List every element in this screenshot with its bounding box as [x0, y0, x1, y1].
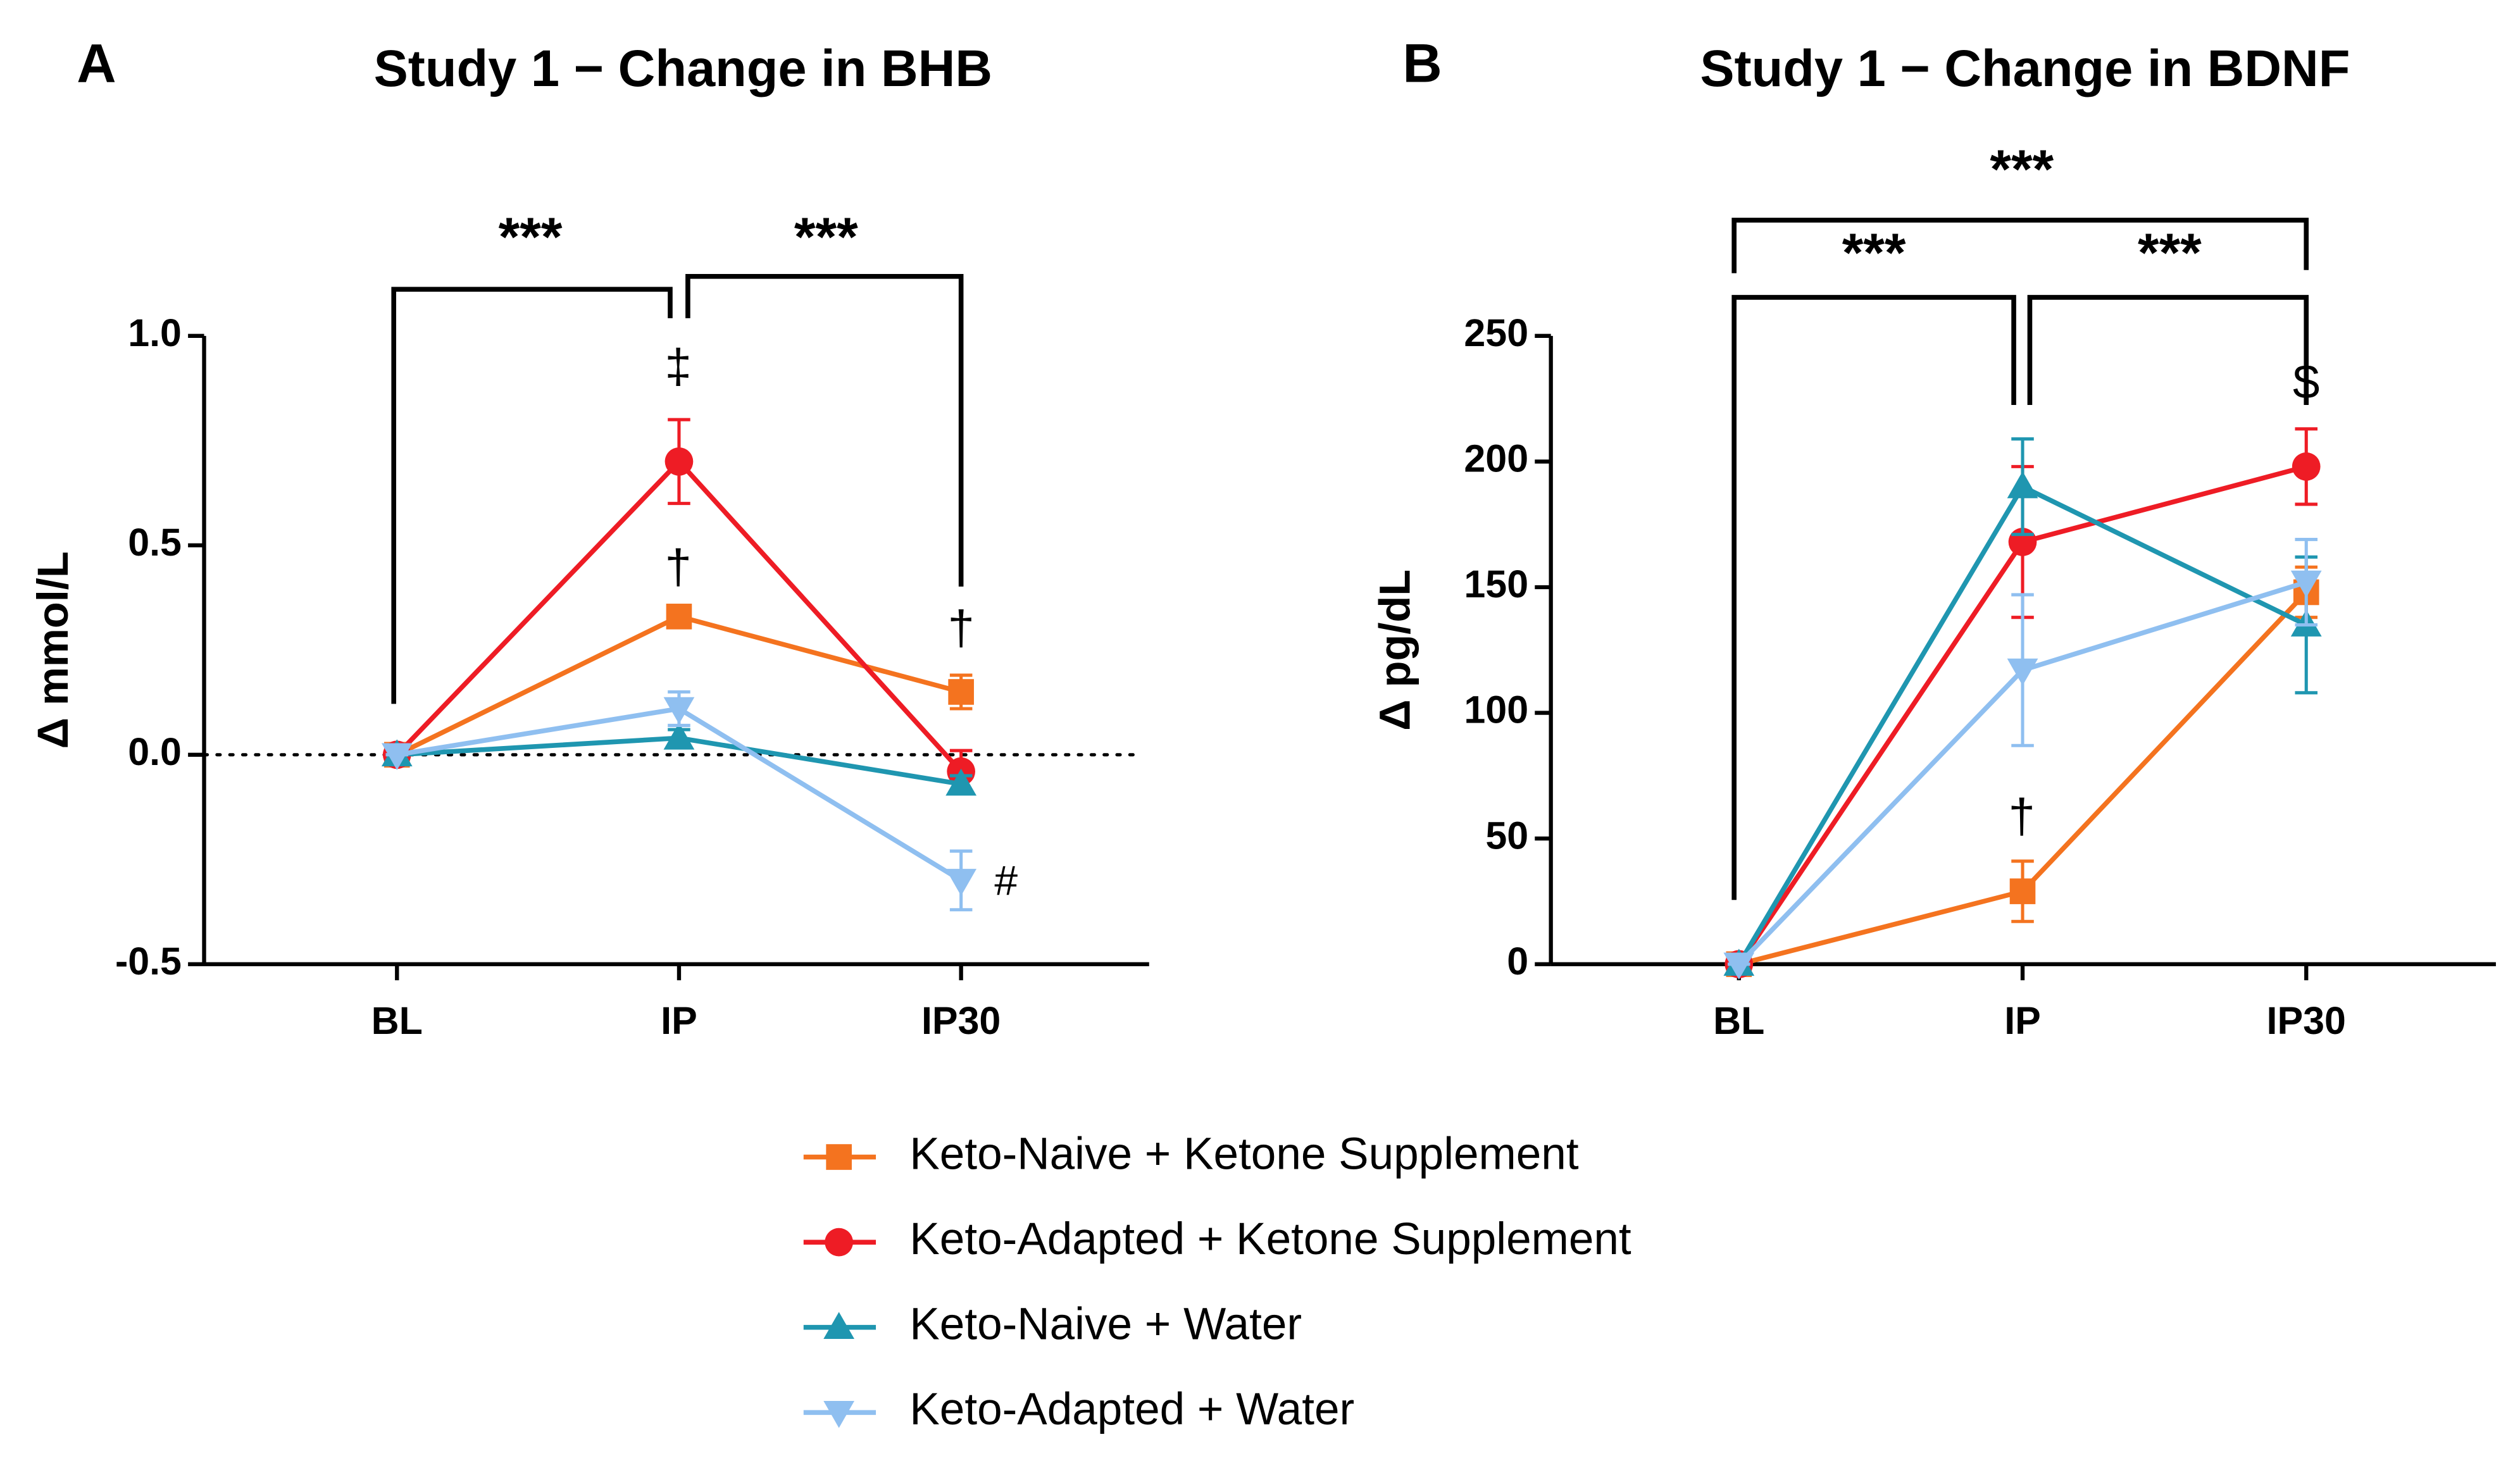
significance-bracket [685, 274, 964, 587]
y-tick-label: 150 [1464, 563, 1528, 606]
annotation: # [994, 857, 1018, 904]
legend-marker [825, 1228, 853, 1257]
marker [2290, 570, 2322, 598]
marker [663, 697, 695, 725]
legend-label: Keto-Adapted + Water [909, 1384, 1354, 1434]
annotation: $ [2293, 356, 2319, 409]
marker [381, 743, 413, 771]
marker [666, 604, 692, 630]
panel-letter: B [1402, 34, 1442, 94]
legend-marker [823, 1312, 855, 1340]
panel-letter: A [77, 34, 116, 94]
x-tick-label: IP30 [2267, 999, 2346, 1042]
annotation: ‡ [664, 339, 691, 393]
marker [2007, 471, 2038, 499]
annotation: *** [1990, 139, 2054, 200]
marker [663, 722, 695, 750]
x-tick-label: BL [371, 999, 423, 1042]
series: Keto-Adapted + Water [1723, 538, 2322, 980]
significance-bracket [1731, 295, 2016, 900]
annotation: *** [499, 207, 563, 268]
y-tick-label: 100 [1464, 688, 1528, 731]
legend-label: Keto-Naive + Water [909, 1300, 1302, 1350]
annotation: *** [794, 207, 858, 268]
y-axis-label: Δ pg/dL [1371, 569, 1419, 731]
marker [2292, 452, 2321, 481]
chart-title: Study 1 − Change in BDNF [1700, 40, 2350, 97]
marker [2007, 658, 2038, 686]
significance-bracket [391, 287, 673, 704]
x-tick-label: IP [2004, 999, 2041, 1042]
y-tick-label: 200 [1464, 437, 1528, 480]
legend-marker [826, 1144, 852, 1170]
series: Keto-Adapted + Water [381, 690, 977, 912]
x-tick-label: IP [661, 999, 697, 1042]
annotation: † [664, 540, 691, 594]
marker [948, 679, 974, 705]
y-tick-label: 250 [1464, 311, 1528, 354]
annotation: *** [1842, 223, 1906, 283]
chart-title: Study 1 − Change in BHB [374, 40, 992, 97]
y-tick-label: -0.5 [115, 940, 182, 983]
annotation: † [2009, 789, 2035, 843]
annotation: *** [2138, 223, 2202, 283]
x-tick-label: IP30 [921, 999, 1001, 1042]
y-tick-label: 0 [1507, 940, 1528, 983]
series: Keto-Naive + Water [381, 722, 977, 796]
y-tick-label: 0.5 [128, 521, 182, 564]
legend-marker [823, 1401, 855, 1428]
legend-label: Keto-Adapted + Ketone Supplement [909, 1214, 1631, 1264]
marker [2009, 878, 2036, 904]
marker [1723, 952, 1755, 980]
y-tick-label: 0.0 [128, 730, 182, 773]
marker [945, 768, 977, 796]
x-tick-label: BL [1713, 999, 1764, 1042]
annotation: † [947, 601, 974, 655]
y-axis-label: Δ mmol/L [28, 551, 77, 749]
significance-bracket [2027, 295, 2309, 406]
marker [945, 869, 977, 896]
significance-bracket [1731, 218, 2309, 273]
y-tick-label: 50 [1485, 814, 1528, 857]
y-tick-label: 1.0 [128, 311, 182, 354]
marker [664, 447, 694, 476]
legend-label: Keto-Naive + Ketone Supplement [909, 1129, 1578, 1179]
